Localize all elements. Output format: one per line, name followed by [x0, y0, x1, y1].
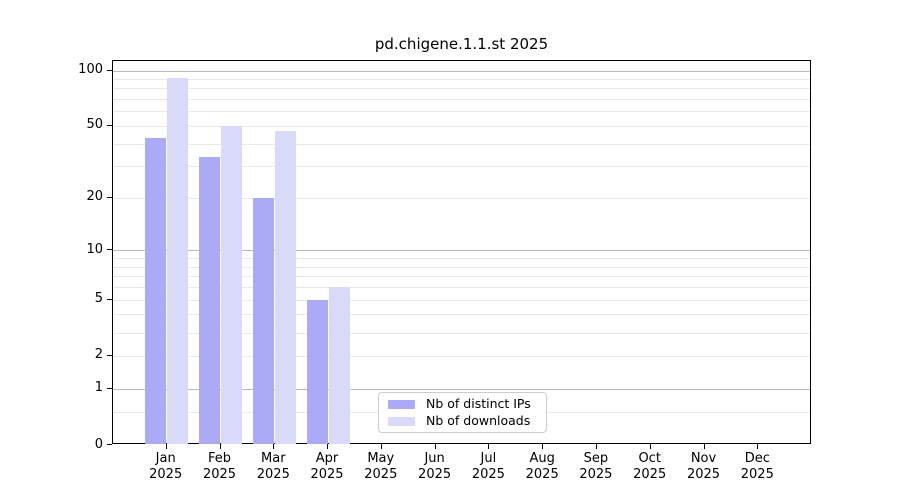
gridline-minor	[113, 266, 810, 268]
y-axis-tick	[107, 69, 112, 71]
x-axis-month-label: Jul 2025	[471, 451, 505, 482]
y-axis-tick-label: 20	[86, 189, 103, 205]
x-axis-tick	[757, 444, 759, 449]
bar-feb-distinct-ips	[199, 156, 220, 444]
x-axis-month-label: Jun 2025	[418, 451, 452, 482]
legend-label-distinct-ips: Nb of distinct IPs	[426, 396, 531, 411]
legend-swatch-distinct-ips	[388, 399, 415, 409]
x-axis-tick	[219, 444, 221, 449]
x-axis-month-label: Apr 2025	[310, 451, 344, 482]
x-axis-month-label: Mar 2025	[256, 451, 290, 482]
gridline-minor	[113, 166, 810, 168]
gridline-minor	[113, 197, 810, 199]
x-axis-tick	[488, 444, 490, 449]
x-axis-tick	[649, 444, 651, 449]
gridline-minor	[113, 332, 810, 334]
y-axis-tick	[107, 298, 112, 300]
y-axis-tick	[107, 124, 112, 126]
bar-apr-distinct-ips	[306, 299, 328, 444]
legend-label-downloads: Nb of downloads	[426, 413, 531, 428]
y-axis-tick-label: 100	[78, 62, 103, 77]
x-axis-tick	[703, 444, 705, 449]
y-axis-tick-label: 0	[94, 436, 103, 452]
gridline-minor	[113, 299, 810, 301]
gridline-major	[113, 250, 810, 252]
bar-mar-downloads	[274, 130, 296, 444]
x-axis-tick	[595, 444, 597, 449]
chart-title: pd.chigene.1.1.st 2025	[374, 35, 549, 53]
x-axis-tick	[327, 444, 328, 449]
x-axis-month-label: Oct 2025	[633, 451, 667, 482]
x-axis-month-label: Nov 2025	[686, 451, 721, 482]
gridline-minor	[113, 355, 810, 357]
y-axis-tick-label: 1	[94, 380, 103, 396]
legend-item-downloads: Nb of downloads	[388, 414, 538, 428]
x-axis-month-label: Feb 2025	[202, 451, 237, 482]
x-axis-tick	[380, 444, 382, 449]
y-axis-tick	[107, 387, 112, 389]
gridline-minor	[113, 88, 810, 90]
x-axis-month-label: Dec 2025	[740, 451, 774, 482]
legend-swatch-downloads	[388, 416, 415, 426]
y-axis-tick	[107, 444, 112, 445]
bar-jan-downloads	[167, 78, 189, 444]
x-axis-tick	[165, 444, 167, 449]
gridline-minor	[113, 125, 810, 127]
y-axis-tick	[107, 196, 112, 198]
gridline-minor	[113, 99, 810, 101]
x-axis-month-label: May 2025	[364, 451, 398, 482]
y-axis-tick-label: 50	[86, 117, 103, 133]
x-axis-tick	[273, 444, 275, 449]
y-axis-tick	[107, 249, 112, 251]
gridline-minor	[113, 276, 810, 278]
bar-mar-distinct-ips	[252, 197, 274, 444]
gridline-major	[113, 388, 810, 390]
gridline-minor	[113, 287, 810, 289]
plot-area	[112, 60, 811, 444]
y-axis-tick	[107, 354, 112, 356]
gridline-major	[113, 70, 810, 72]
x-axis-month-label: Jan 2025	[149, 451, 183, 482]
x-axis-month-label: Sep 2025	[579, 451, 613, 482]
gridline-minor	[113, 111, 810, 113]
bar-jan-distinct-ips	[145, 137, 167, 444]
legend: Nb of distinct IPs Nb of downloads	[378, 392, 547, 433]
gridline-minor	[113, 79, 810, 80]
x-axis-tick	[542, 444, 544, 449]
gridline-minor	[113, 258, 810, 260]
y-axis-tick-label: 2	[94, 347, 103, 363]
gridline-minor	[113, 143, 810, 145]
x-axis-tick	[434, 444, 436, 449]
bar-apr-downloads	[328, 287, 350, 444]
bar-feb-downloads	[221, 125, 242, 444]
y-axis-tick-label: 10	[86, 241, 103, 257]
x-axis-month-label: Aug 2025	[525, 451, 559, 482]
gridline-minor	[113, 314, 810, 316]
y-axis-tick-label: 5	[94, 291, 103, 307]
legend-item-distinct-ips: Nb of distinct IPs	[388, 397, 538, 411]
